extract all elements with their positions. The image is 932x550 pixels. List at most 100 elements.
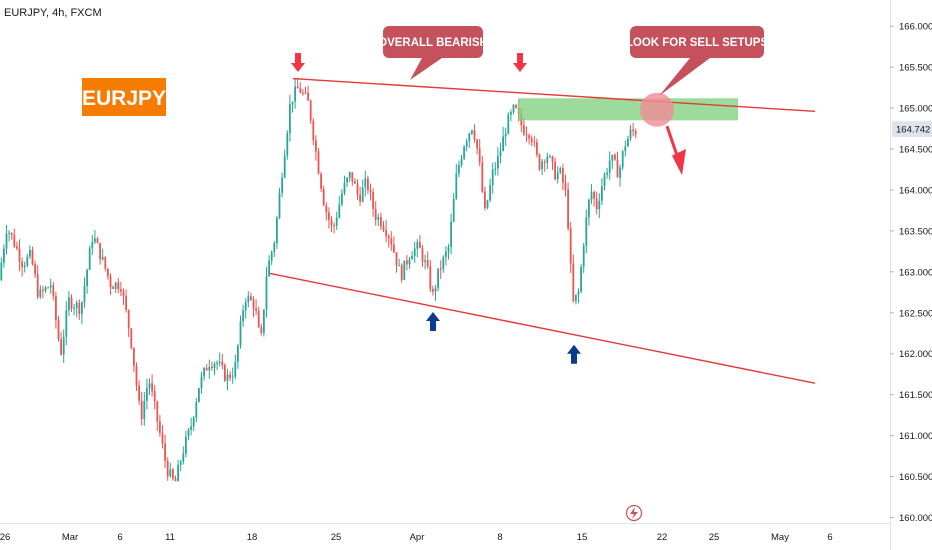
candle-body <box>491 169 494 186</box>
candle-body <box>315 140 317 152</box>
candle-body <box>226 374 229 381</box>
candle-body <box>567 189 569 229</box>
candle-body <box>439 268 442 270</box>
candle-body <box>408 259 411 265</box>
candle-body <box>585 217 588 246</box>
candle-body <box>127 310 130 329</box>
candle-body <box>372 192 374 210</box>
candle-body <box>203 367 205 377</box>
candle-body <box>341 193 343 205</box>
candle-body <box>634 131 637 135</box>
candle-body <box>23 265 26 268</box>
candle-body <box>62 336 65 355</box>
candle-body <box>18 248 21 262</box>
candle-body <box>8 232 10 234</box>
candle-body <box>533 141 536 143</box>
candle-body <box>338 204 341 218</box>
candle-body <box>140 400 143 420</box>
candle-body <box>133 347 135 367</box>
candle-body <box>322 188 325 206</box>
candle-body <box>21 261 23 268</box>
arrow-up-1 <box>426 311 440 331</box>
candle-body <box>83 285 86 303</box>
candle-body <box>335 217 338 226</box>
candle-body <box>424 260 426 262</box>
candle-body <box>198 388 200 403</box>
candle-body <box>328 212 330 220</box>
candle-body <box>213 363 216 369</box>
x-tick-label: 6 <box>827 532 832 543</box>
candle-body <box>551 156 554 162</box>
candle-body <box>278 192 281 218</box>
y-tick-label: 162.500 <box>899 308 932 319</box>
candle-body <box>361 187 364 202</box>
candle-body <box>523 125 525 135</box>
candle-body <box>88 248 91 270</box>
x-tick-label: Apr <box>410 532 425 543</box>
callout-bearish-pointer <box>410 58 442 80</box>
callout-bearish-box <box>383 26 483 58</box>
y-tick-label: 163.500 <box>899 226 932 237</box>
candle-body <box>442 257 445 270</box>
candle-body <box>205 367 208 371</box>
candle-body <box>325 205 328 213</box>
candle-body <box>580 266 582 292</box>
candle-body <box>36 274 39 297</box>
candle-body <box>218 361 221 363</box>
candle-body <box>549 156 551 158</box>
candle-body <box>354 181 356 184</box>
candle-body <box>244 302 247 311</box>
candle-body <box>239 321 242 346</box>
candle-body <box>359 194 361 202</box>
candle-body <box>255 308 257 311</box>
candle-body <box>504 133 507 137</box>
candle-body <box>159 421 161 433</box>
candle-body <box>26 256 29 266</box>
candle-body <box>276 217 278 244</box>
x-tick-label: 25 <box>709 532 720 543</box>
candle-body <box>395 252 398 266</box>
intersection-highlight <box>640 92 674 127</box>
candle-body <box>47 287 49 289</box>
candle-body <box>486 200 489 209</box>
candle-body <box>125 295 127 311</box>
candle-body <box>601 186 603 201</box>
candle-body <box>413 248 416 256</box>
candle-body <box>114 282 117 289</box>
candle-body <box>416 242 419 249</box>
candle-body <box>179 461 182 465</box>
x-tick-label: 8 <box>497 532 502 543</box>
candle-body <box>400 265 403 280</box>
candle-body <box>367 178 369 191</box>
symbol-box <box>82 78 166 116</box>
candle-body <box>398 265 400 267</box>
candle-body <box>242 310 244 322</box>
candle-body <box>546 156 549 163</box>
candle-body <box>452 198 455 222</box>
candle-body <box>346 177 348 183</box>
candle-body <box>494 168 497 170</box>
candle-body <box>387 236 390 239</box>
candle-body <box>130 328 133 348</box>
candle-body <box>572 263 575 302</box>
candle-body <box>632 129 634 132</box>
candle-body <box>156 401 159 422</box>
candle-body <box>577 291 580 295</box>
candle-body <box>582 245 585 267</box>
candle-body <box>484 191 486 209</box>
x-tick-label: 26 <box>0 532 10 543</box>
candle-body <box>538 154 541 170</box>
candle-body <box>169 469 172 477</box>
candle-body <box>541 161 543 170</box>
candle-body <box>42 289 44 291</box>
candle-body <box>296 86 299 89</box>
candle-body <box>294 86 296 102</box>
last-price-label: 164.742 <box>896 125 930 136</box>
candle-body <box>575 294 577 302</box>
candle-body <box>211 366 213 369</box>
candle-body <box>52 285 55 297</box>
candle-body <box>96 238 99 243</box>
candle-body <box>497 156 499 169</box>
candle-body <box>564 182 567 190</box>
